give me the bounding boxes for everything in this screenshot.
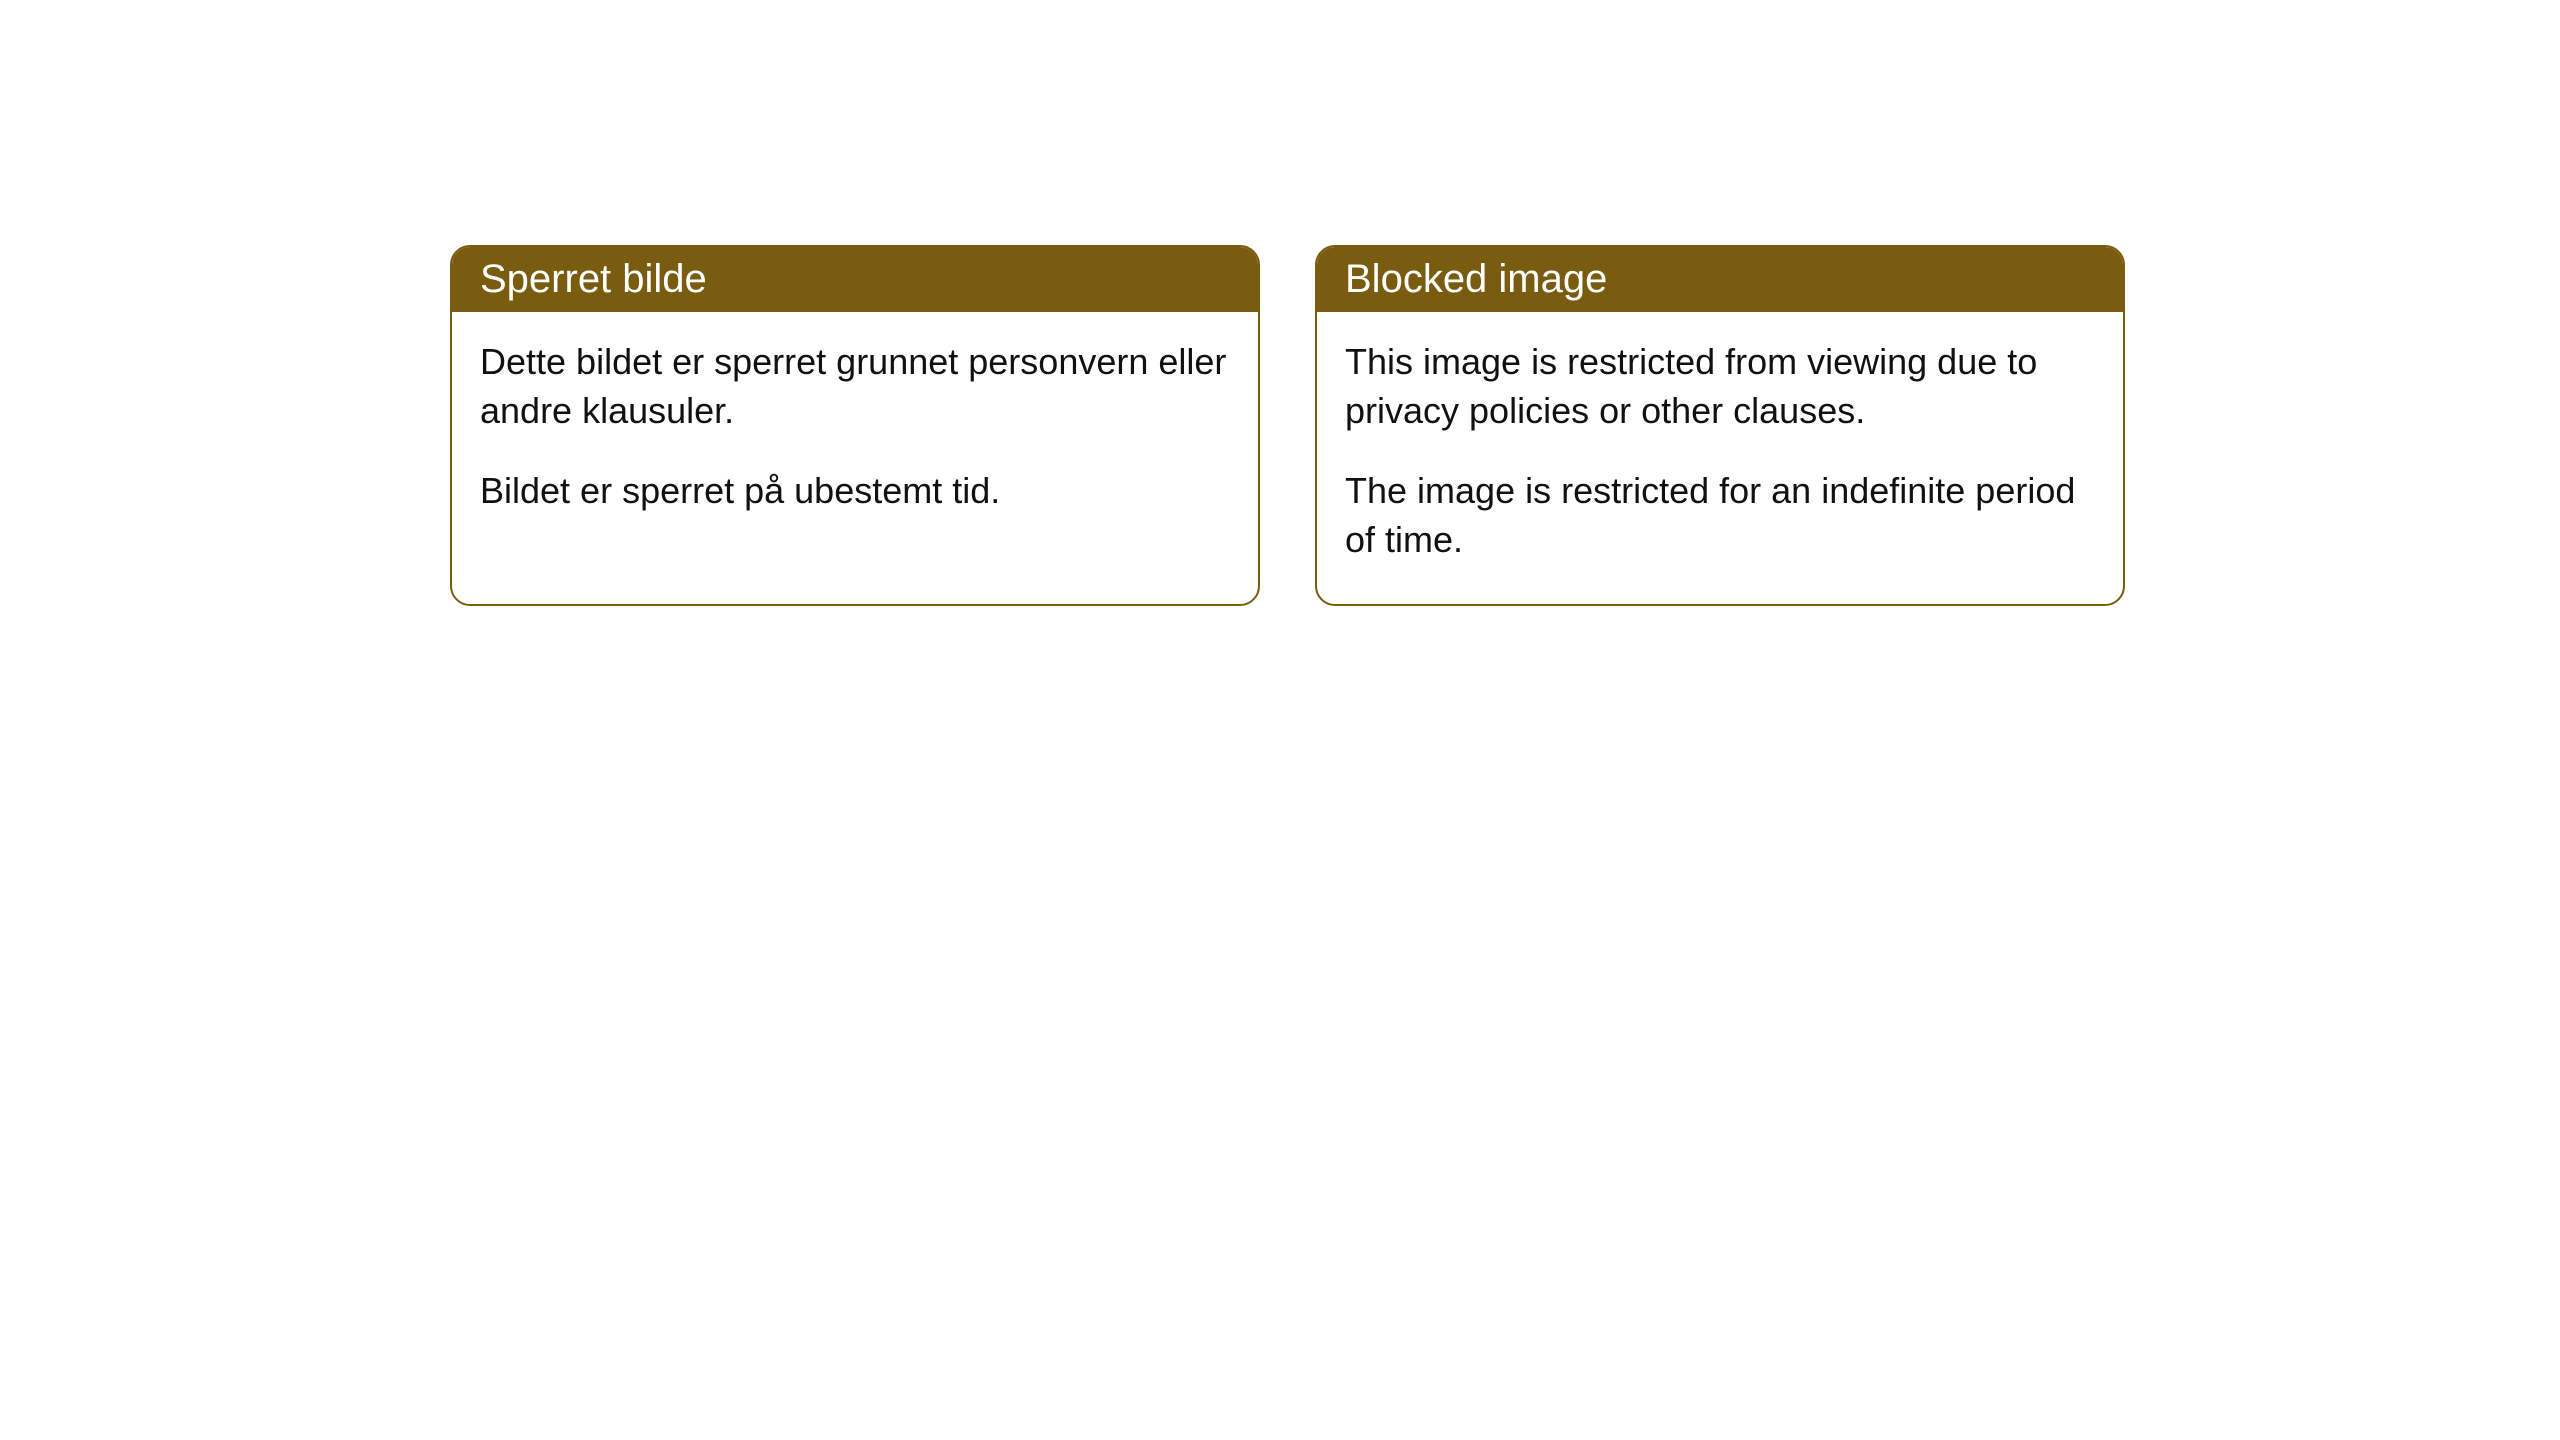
notice-cards-container: Sperret bilde Dette bildet er sperret gr… [450,245,2560,606]
card-title: Blocked image [1345,257,1607,301]
card-header: Sperret bilde [452,247,1258,312]
card-paragraph: The image is restricted for an indefinit… [1345,467,2095,564]
card-title: Sperret bilde [480,257,707,301]
card-paragraph: This image is restricted from viewing du… [1345,338,2095,435]
notice-card-norwegian: Sperret bilde Dette bildet er sperret gr… [450,245,1260,606]
notice-card-english: Blocked image This image is restricted f… [1315,245,2125,606]
card-paragraph: Bildet er sperret på ubestemt tid. [480,467,1230,516]
card-body: Dette bildet er sperret grunnet personve… [452,312,1258,556]
card-header: Blocked image [1317,247,2123,312]
card-paragraph: Dette bildet er sperret grunnet personve… [480,338,1230,435]
card-body: This image is restricted from viewing du… [1317,312,2123,604]
